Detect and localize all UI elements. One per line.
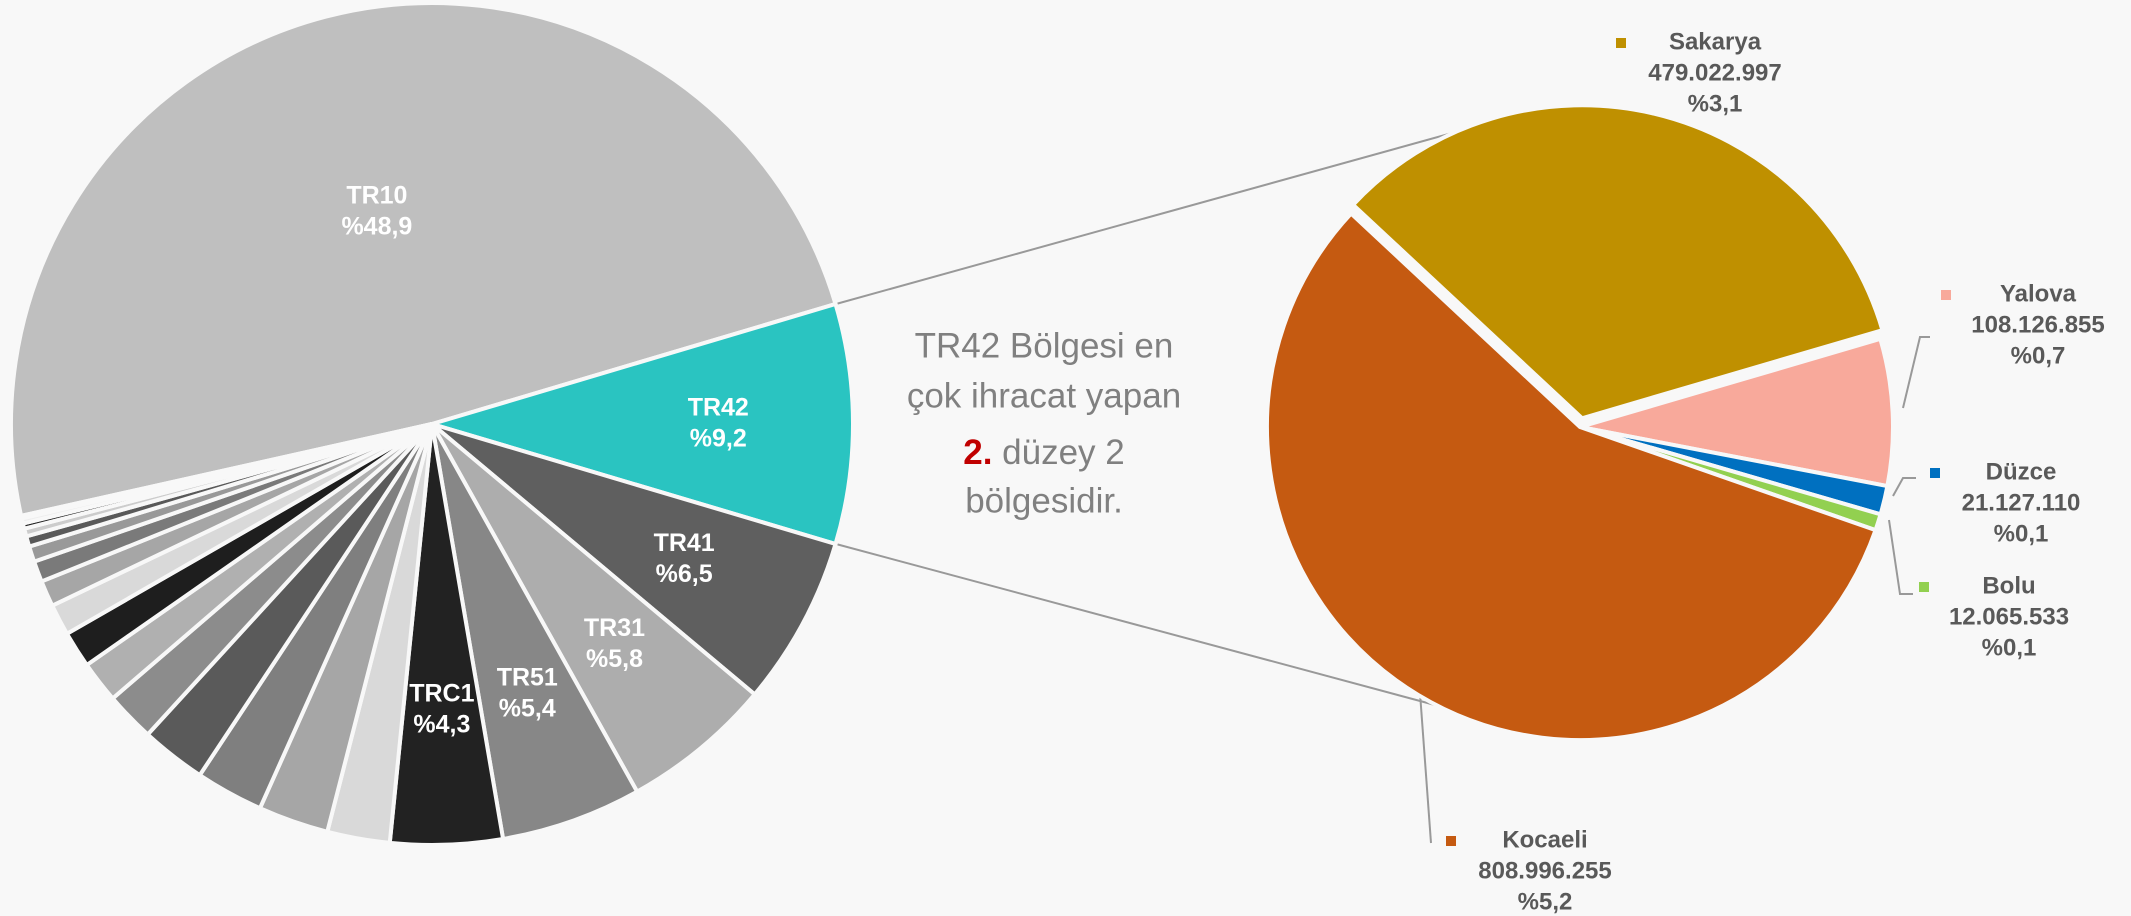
main-pie: TR10 %48,9 TR42 %9,2 TR41 %6,5 TR31 %5,8 TR51 %5,… [9,1,855,847]
slice-share-label: %0,7 [2011,342,2066,369]
annotation: 2. düzey 2 [963,433,1125,472]
slice-label: TR31 [584,614,645,642]
slice-label: TR41 [654,529,715,557]
annotation: düzey 2 [992,433,1124,472]
slice-label: TR51 [497,664,558,692]
leader-line [1902,336,1930,409]
slice-value-label: 12.065.533 [1949,603,2069,630]
slice-label: Yalova [2000,280,2077,307]
slice-label: TRC1 [409,680,474,708]
slice-label: Kocaeli [1502,826,1587,853]
connector-line [835,543,1503,724]
leader-line [1892,477,1916,497]
slice-value-label: 479.022.997 [1648,59,1781,86]
slice-value-label: %5,4 [499,695,556,723]
slice-value-label: %9,2 [690,425,747,453]
leader-line [1888,519,1913,595]
slice-value-label: 21.127.110 [1962,489,2081,516]
leader-line [1419,692,1432,844]
pie-slice [430,423,640,842]
pie-slice [424,301,855,547]
pie-slice [1579,336,1895,489]
pie-slice [1264,210,1879,742]
annotation: bölgesidir. [965,481,1123,520]
slice-label: TR10 [346,182,407,210]
slice-label: Düzce [1986,458,2057,485]
slice-label: Bolu [1982,572,2035,599]
legend-marker [1446,836,1456,846]
slice-share-label: %0,1 [1982,634,2037,661]
annotation-highlight: 2. [963,433,992,472]
slice-share-label: %5,2 [1518,888,1573,915]
annotation: TR42 Bölgesi en [915,326,1174,365]
pie-slice [430,422,839,698]
detail-pie: Sakarya 479.022.997 %3,1 Yalova 108.126.855%… [1264,28,2105,915]
slice-value-label: %5,8 [586,645,643,673]
slice-label: Sakarya [1669,28,1762,55]
legend-marker [1941,290,1951,300]
slice-value-label: 808.996.255 [1478,857,1611,884]
annotation: çok ihracat yapan [907,376,1181,415]
slice-value-label: %6,5 [656,560,713,588]
legend-marker [1930,468,1940,478]
legend-marker [1616,38,1626,48]
pie-slice [9,1,839,519]
slice-label: TR42 [688,394,749,422]
slice-share-label: %3,1 [1688,90,1743,117]
connector-line [835,124,1482,305]
slice-value-label: %48,9 [341,213,412,241]
pie-slice [1350,103,1885,421]
legend-marker [1919,582,1929,592]
slice-value-label: 108.126.855 [1971,311,2104,338]
slice-share-label: %0,1 [1994,520,2049,547]
slice-value-label: %4,3 [413,711,470,739]
pie-slice [430,422,758,795]
pie-slice [18,422,433,521]
